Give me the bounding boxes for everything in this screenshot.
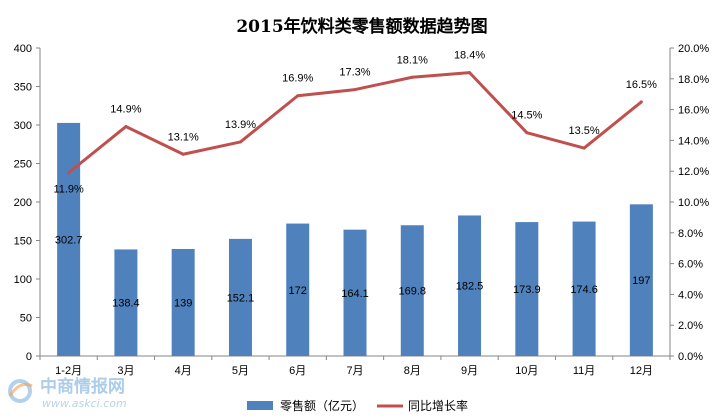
bar-data-label: 169.8 — [399, 286, 427, 298]
line-point — [296, 94, 300, 98]
bar-data-label: 173.9 — [513, 284, 541, 296]
y-left-tick-label: 250 — [14, 159, 32, 171]
bar-data-label: 138.4 — [112, 298, 140, 310]
bars-layer — [57, 122, 653, 357]
line-point — [67, 171, 71, 175]
bar-data-label: 174.6 — [570, 284, 598, 296]
x-tick-label: 11月 — [573, 365, 595, 377]
legend-label-line: 同比增长率 — [408, 398, 468, 413]
line-data-label: 17.3% — [339, 67, 370, 79]
x-tick-label: 3月 — [117, 365, 134, 377]
bar — [286, 223, 310, 356]
x-tick-label: 6月 — [289, 365, 306, 377]
y-right-tick-label: 14.0% — [678, 135, 709, 147]
bar — [458, 215, 482, 356]
bar-data-label: 139 — [174, 297, 192, 309]
y-right-tick-label: 8.0% — [678, 228, 703, 240]
bar — [515, 222, 539, 356]
x-tick-label: 10月 — [515, 365, 538, 377]
y-left-tick-label: 100 — [14, 274, 32, 286]
bar — [114, 249, 138, 356]
watermark-url: www.askci.com — [42, 397, 127, 410]
y-left-tick-label: 0 — [26, 351, 32, 363]
y-right-tick-label: 20.0% — [678, 43, 709, 55]
x-tick-label: 1-2月 — [55, 365, 82, 377]
y-right-tick-label: 4.0% — [678, 289, 703, 301]
x-tick-label: 5月 — [232, 365, 249, 377]
bar — [343, 229, 367, 356]
line-data-label: 16.9% — [282, 73, 313, 85]
line-point — [238, 140, 242, 144]
line-data-label: 14.5% — [511, 110, 542, 122]
x-tick-label: 7月 — [346, 365, 363, 377]
line-data-label: 11.9% — [53, 184, 84, 196]
bar — [572, 221, 596, 356]
y-right-tick-label: 16.0% — [678, 105, 709, 117]
growth-rate-line — [67, 71, 643, 174]
line-point — [124, 125, 128, 129]
line-labels-layer: 11.9% 14.9% 13.1% 13.9% 16.9% 17.3% 18.1% 18.4%… — [53, 50, 657, 196]
bar-data-label: 302.7 — [55, 234, 83, 246]
y-right-tick-label: 10.0% — [678, 197, 709, 209]
y-right-tick-label: 18.0% — [678, 74, 709, 86]
bar-data-label: 172 — [289, 285, 307, 297]
line-data-label: 13.9% — [225, 119, 256, 131]
line-data-label: 13.1% — [168, 131, 199, 143]
y-left-tick-label: 350 — [14, 82, 32, 94]
bar — [228, 238, 252, 356]
x-tick-label: 9月 — [461, 365, 478, 377]
bar-data-label: 152.1 — [227, 292, 255, 304]
line-point — [582, 146, 586, 150]
x-tick-label: 4月 — [175, 365, 192, 377]
bar — [171, 248, 195, 356]
legend-label-bar: 零售额（亿元） — [280, 398, 364, 413]
x-tick-label: 8月 — [404, 365, 421, 377]
y-left-tick-label: 300 — [14, 120, 32, 132]
bar-data-label: 164.1 — [341, 288, 369, 300]
line-data-label: 18.1% — [397, 54, 428, 66]
line-point — [525, 131, 529, 135]
bar-labels-layer: 302.7 138.4 139 152.1 172 164.1 169.8 182.5 173.… — [55, 234, 651, 309]
y-right-tick-label: 6.0% — [678, 259, 703, 271]
bar — [629, 204, 653, 356]
y-left-tick-label: 400 — [14, 43, 32, 55]
axes-layer: 0 50 100 150 200 250 300 350 400 0.0% 2.0% 4.0% 6.0%… — [14, 43, 710, 377]
bar — [57, 122, 81, 357]
x-tick-label: 12月 — [630, 365, 653, 377]
line-data-label: 14.9% — [110, 104, 141, 116]
bar-data-label: 197 — [632, 275, 650, 287]
y-left-tick-label: 200 — [14, 197, 32, 209]
y-right-tick-label: 0.0% — [678, 351, 703, 363]
chart-title: 2015年饮料类零售额数据趋势图 — [236, 16, 487, 37]
line-data-label: 18.4% — [454, 50, 485, 62]
line-data-label: 16.5% — [626, 79, 657, 91]
line-point — [468, 71, 472, 75]
y-right-tick-label: 12.0% — [678, 166, 709, 178]
line-point — [181, 152, 185, 156]
legend-swatch-bar — [247, 401, 273, 410]
legend: 零售额（亿元） 同比增长率 — [247, 398, 468, 413]
y-right-tick-label: 2.0% — [678, 320, 703, 332]
watermark-brand: 中商情报网 — [40, 376, 125, 397]
line-data-label: 13.5% — [568, 125, 599, 137]
bar — [400, 225, 424, 356]
y-left-tick-label: 150 — [14, 236, 32, 248]
line-point — [639, 100, 643, 104]
y-left-tick-label: 50 — [20, 313, 32, 325]
watermark-logo: 中商情报网 www.askci.com — [8, 376, 127, 410]
line-layer — [67, 71, 643, 175]
line-point — [353, 88, 357, 92]
bar-data-label: 182.5 — [456, 281, 484, 293]
line-point — [410, 75, 414, 79]
